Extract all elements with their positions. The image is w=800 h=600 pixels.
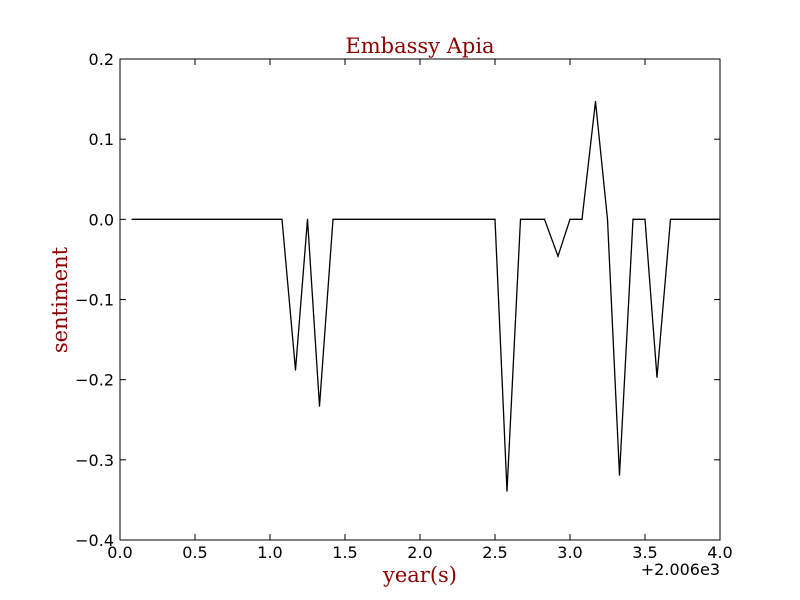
data-point <box>618 474 621 476</box>
data-point <box>581 218 583 220</box>
data-point <box>519 218 522 220</box>
data-point <box>632 218 634 220</box>
x-tick-label: 2.5 <box>482 543 507 562</box>
data-point <box>606 218 609 220</box>
y-tick-label: −0.1 <box>75 291 114 310</box>
y-tick-label: −0.2 <box>75 371 114 390</box>
data-point <box>569 218 571 220</box>
data-point <box>656 376 658 378</box>
y-axis-label: sentiment <box>48 246 72 353</box>
x-axis-offset: +2.006e3 <box>641 560 720 579</box>
x-tick-label: 1.0 <box>257 543 282 562</box>
data-point <box>494 218 496 220</box>
x-tick-label: 3.0 <box>557 543 582 562</box>
x-tick-label: 0.5 <box>182 543 207 562</box>
series-line <box>132 101 720 492</box>
x-tick-label: 2.0 <box>407 543 432 562</box>
data-point <box>543 218 546 220</box>
data-point <box>506 490 508 492</box>
data-point <box>332 218 334 220</box>
y-tick-label: 0.1 <box>89 130 114 149</box>
y-tick-label: 0.2 <box>89 50 114 69</box>
axis-ticks <box>119 58 721 541</box>
data-point <box>644 218 646 220</box>
y-tick-label: 0.0 <box>89 210 114 229</box>
x-tick-label: 4.0 <box>707 543 732 562</box>
series-group <box>131 100 721 492</box>
x-tick-label: 1.5 <box>332 543 357 562</box>
x-tick-label: 3.5 <box>632 543 657 562</box>
data-point <box>131 218 133 220</box>
data-point <box>281 218 283 220</box>
x-tick-label: 0.0 <box>107 543 132 562</box>
tick-labels: 0.0 0.5 1.0 1.5 2.0 2.5 3.0 3.5 4.0 0.2 0.1 0.0 −0.1… <box>75 50 733 562</box>
plot-area-frame <box>119 58 721 541</box>
y-tick-label: −0.4 <box>75 531 114 550</box>
chart-title: Embassy Apia <box>345 34 494 58</box>
data-point <box>306 218 309 220</box>
data-point <box>294 369 297 371</box>
x-axis-label: year(s) <box>382 563 457 587</box>
data-point <box>318 405 321 407</box>
data-point <box>557 255 559 257</box>
y-tick-label: −0.3 <box>75 451 114 470</box>
data-point <box>594 100 597 103</box>
data-point <box>669 218 672 220</box>
